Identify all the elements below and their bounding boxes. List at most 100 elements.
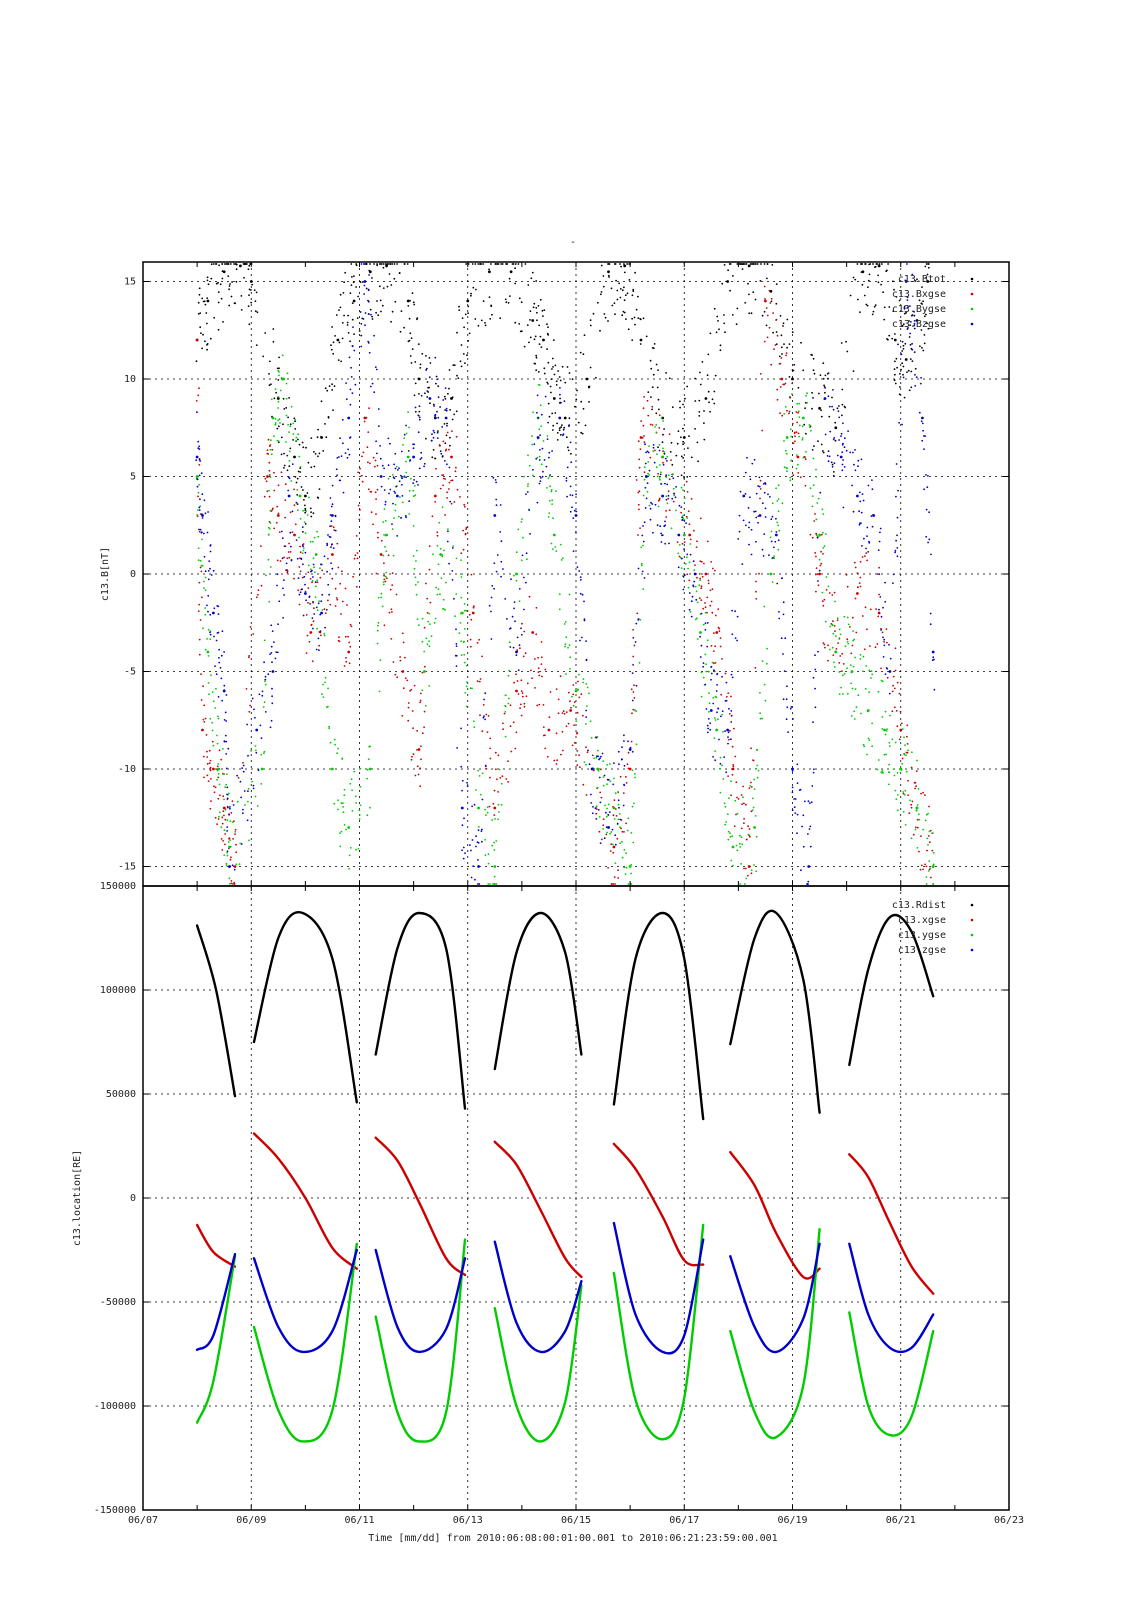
scatter-point <box>726 280 729 283</box>
scatter-point <box>518 588 521 590</box>
scatter-point <box>786 346 788 349</box>
scatter-point <box>656 524 659 527</box>
scatter-point <box>613 876 616 878</box>
scatter-point <box>623 848 626 851</box>
scatter-point <box>847 430 849 432</box>
scatter-point <box>376 300 378 302</box>
scatter-point <box>389 263 392 265</box>
scatter-point <box>402 687 405 690</box>
scatter-point <box>571 744 574 747</box>
scatter-point <box>639 527 641 529</box>
scatter-point <box>495 504 498 507</box>
scatter-point <box>813 445 815 447</box>
scatter-point <box>850 652 853 655</box>
scatter-point <box>229 820 232 823</box>
scatter-point <box>525 493 527 495</box>
scatter-point <box>349 623 352 626</box>
scatter-point <box>892 675 895 678</box>
scatter-point <box>220 758 223 761</box>
scatter-point <box>678 504 681 507</box>
scatter-point <box>243 790 246 792</box>
scatter-point <box>746 456 748 459</box>
scatter-point <box>852 630 855 632</box>
scatter-point <box>552 424 555 427</box>
scatter-point <box>395 465 398 468</box>
scatter-point <box>773 546 775 549</box>
scatter-point <box>301 552 304 555</box>
scatter-point <box>328 725 330 728</box>
scatter-point <box>385 571 388 574</box>
scatter-point <box>197 559 200 562</box>
scatter-point <box>616 837 619 840</box>
scatter-point <box>514 321 517 324</box>
scatter-point <box>433 494 437 498</box>
scatter-point <box>331 326 333 328</box>
scatter-point <box>284 483 287 486</box>
scatter-point <box>803 800 806 803</box>
scatter-point <box>877 690 880 693</box>
scatter-point <box>878 540 881 543</box>
scatter-point <box>484 854 487 857</box>
scatter-point <box>271 687 273 690</box>
scatter-point <box>532 306 535 309</box>
scatter-point <box>898 692 901 695</box>
scatter-point <box>552 533 556 537</box>
location-frame <box>142 885 1010 1511</box>
scatter-point <box>456 374 458 377</box>
scatter-point <box>658 497 661 500</box>
scatter-point <box>208 762 211 765</box>
scatter-point <box>369 490 372 493</box>
scatter-point <box>540 656 543 659</box>
scatter-point <box>296 557 299 560</box>
scatter-point <box>824 391 826 394</box>
scatter-point <box>349 292 352 295</box>
scatter-point <box>396 676 399 679</box>
scatter-point <box>209 631 211 634</box>
scatter-point <box>642 525 644 527</box>
scatter-point <box>359 804 362 807</box>
scatter-point <box>643 521 646 524</box>
scatter-point <box>742 785 744 788</box>
scatter-point <box>207 570 210 572</box>
scatter-point <box>217 605 220 608</box>
scatter-point <box>565 477 568 479</box>
scatter-point <box>479 263 482 265</box>
scatter-point <box>233 263 236 265</box>
scatter-point <box>822 362 825 365</box>
scatter-point <box>487 862 490 865</box>
scatter-point <box>745 877 748 880</box>
scatter-point <box>680 506 683 508</box>
scatter-point <box>329 497 332 499</box>
scatter-point <box>312 627 314 630</box>
scatter-point <box>507 302 510 304</box>
scatter-point <box>396 469 399 471</box>
scatter-point <box>731 767 735 771</box>
scatter-point <box>818 535 821 537</box>
scatter-point <box>808 424 811 426</box>
scatter-point <box>352 575 354 578</box>
scatter-point <box>350 625 353 628</box>
scatter-point <box>225 694 228 696</box>
scatter-point <box>807 833 809 835</box>
scatter-point <box>861 493 864 495</box>
scatter-point <box>513 681 515 684</box>
scatter-point <box>477 263 480 265</box>
scatter-point <box>702 662 705 664</box>
scatter-point <box>774 344 777 346</box>
scatter-point <box>790 459 793 462</box>
scatter-point <box>228 837 231 840</box>
scatter-point <box>366 777 368 780</box>
scatter-point <box>382 287 385 289</box>
scatter-point <box>337 799 339 802</box>
scatter-point <box>896 809 899 812</box>
scatter-point <box>278 371 280 373</box>
scatter-point <box>314 581 317 584</box>
magnetic-field-grid <box>143 262 1009 886</box>
scatter-point <box>600 796 603 799</box>
scatter-point <box>334 529 337 532</box>
scatter-point <box>632 655 635 658</box>
scatter-point <box>485 767 488 770</box>
scatter-point <box>704 397 708 400</box>
scatter-point <box>225 864 228 867</box>
scatter-point <box>248 839 250 842</box>
